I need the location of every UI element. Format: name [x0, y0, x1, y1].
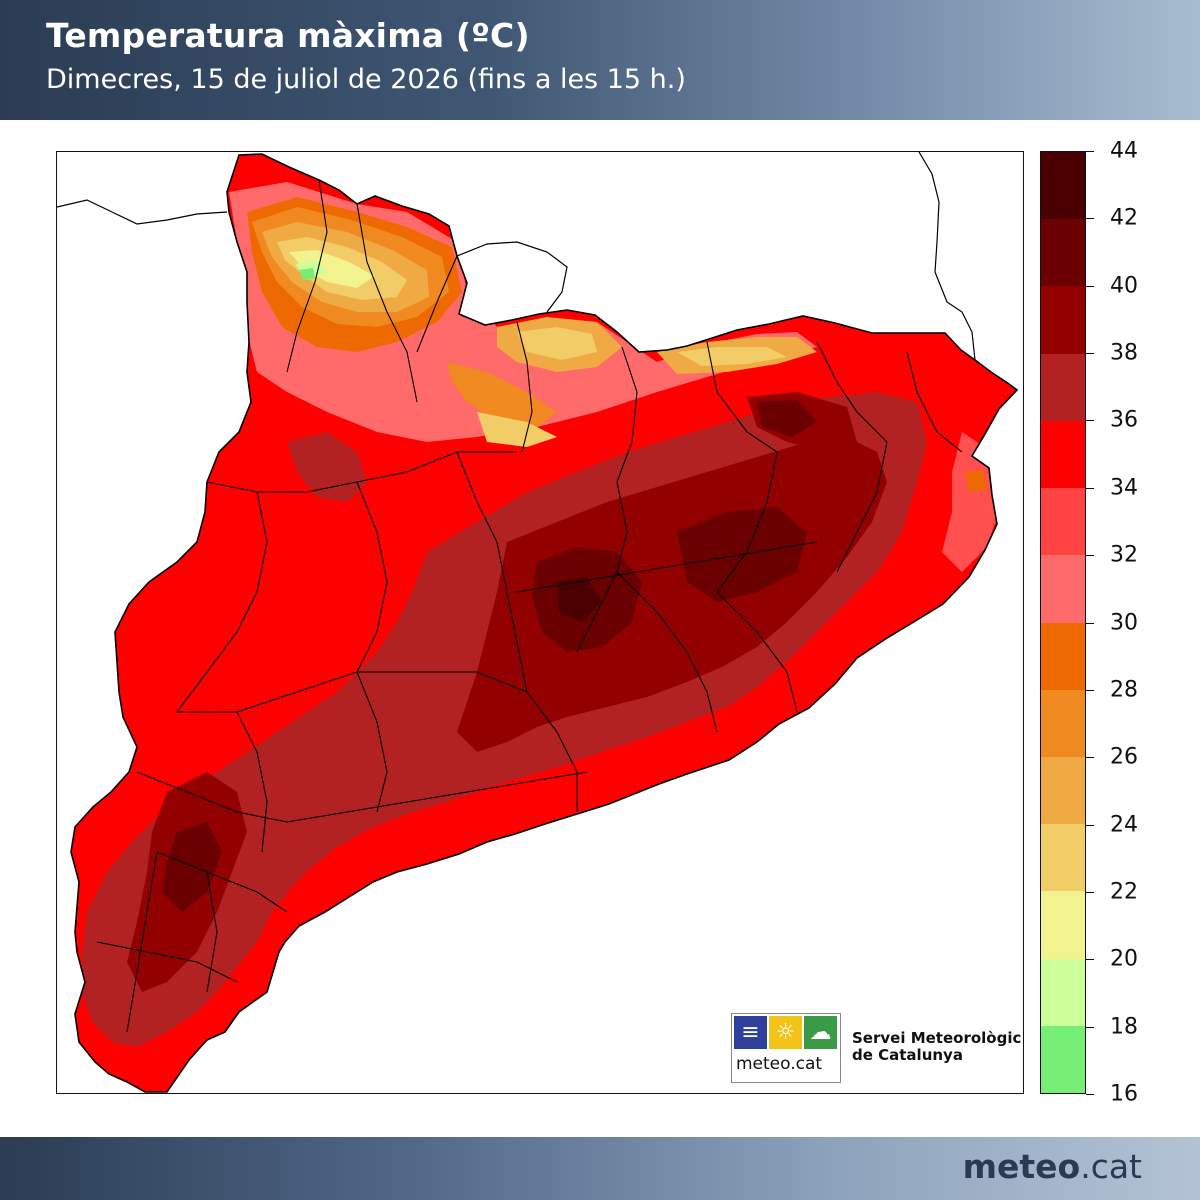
legend-bin: [1041, 353, 1085, 421]
footer-brand-bold: meteo: [962, 1147, 1081, 1186]
legend-bin: [1041, 1025, 1085, 1094]
legend-tick: [1086, 1094, 1094, 1095]
legend-tick-label: 30: [1110, 610, 1138, 635]
legend-bin: [1041, 420, 1085, 489]
legend-tick-label: 22: [1110, 879, 1138, 905]
legend-tick: [1086, 420, 1094, 422]
legend-tick: [1086, 285, 1094, 287]
legend-tick: [1086, 1026, 1094, 1028]
legend-bin: [1041, 958, 1085, 1026]
header-banner: Temperatura màxima (ºC) Dimecres, 15 de …: [0, 0, 1200, 120]
org-line-1: Servei Meteorològic: [852, 1029, 1022, 1047]
legend-bin: [1041, 891, 1085, 959]
legend-tick: [1086, 959, 1094, 961]
legend-tick-label: 16: [1110, 1081, 1138, 1107]
legend-bin: [1041, 152, 1085, 220]
legend-tick: [1086, 151, 1094, 152]
legend-tick-label: 18: [1110, 1014, 1138, 1040]
footer-banner: meteo.cat: [0, 1137, 1200, 1200]
legend-tick: [1086, 622, 1094, 624]
legend-tick: [1086, 487, 1094, 489]
map-subtitle: Dimecres, 15 de juliol de 2026 (fins a l…: [46, 64, 686, 95]
legend-tick-label: 42: [1110, 205, 1138, 231]
legend-bin: [1041, 622, 1085, 690]
legend-tick-label: 26: [1110, 744, 1138, 770]
legend-tick-label: 44: [1110, 138, 1138, 164]
legend-ticks: 44 42 40 38 36 34 32 30 28 26 24 22 20 18 16: [1086, 139, 1186, 1107]
legend-tick-label: 40: [1110, 273, 1138, 299]
legend-tick-label: 36: [1110, 407, 1138, 433]
map-title: Temperatura màxima (ºC): [46, 16, 530, 55]
legend-bin: [1041, 555, 1085, 623]
legend-tick-label: 34: [1110, 475, 1138, 501]
legend-bin: [1041, 689, 1085, 757]
legend-tick: [1086, 689, 1094, 691]
cloud-icon: ☁: [804, 1016, 837, 1049]
legend-tick-label: 28: [1110, 677, 1138, 703]
neighbour-borders: [57, 152, 976, 361]
organization-name: Servei Meteorològic de Catalunya: [852, 1030, 1021, 1064]
legend-tick-label: 38: [1110, 340, 1138, 366]
footer-brand-light: .cat: [1080, 1147, 1142, 1186]
footer-brand[interactable]: meteo.cat: [963, 1147, 1142, 1186]
legend-tick-label: 32: [1110, 542, 1138, 568]
waves-icon: ≡: [734, 1016, 767, 1049]
legend-bin: [1041, 824, 1085, 892]
org-line-2: de Catalunya: [852, 1046, 963, 1064]
legend-tick: [1086, 824, 1094, 826]
legend-tick: [1086, 555, 1094, 557]
legend-bin: [1041, 219, 1085, 287]
legend-tick: [1086, 891, 1094, 893]
legend-tick: [1086, 353, 1094, 355]
sun-icon: ☼: [769, 1016, 802, 1049]
temperature-map: [56, 151, 1024, 1094]
legend-bin: [1041, 756, 1085, 825]
logo-name: meteo.cat: [736, 1054, 823, 1074]
color-legend: [1040, 151, 1086, 1094]
meteocat-logo: ≡ ☼ ☁ meteo.cat: [731, 1013, 841, 1083]
legend-tick-label: 20: [1110, 946, 1138, 972]
catalonia-border: [70, 153, 1019, 1093]
legend-tick-label: 24: [1110, 812, 1138, 838]
comarca-boundaries: [96, 179, 963, 1033]
legend-tick: [1086, 218, 1094, 220]
legend-bin: [1041, 286, 1085, 354]
legend-bin: [1041, 488, 1085, 556]
legend-tick: [1086, 757, 1094, 759]
